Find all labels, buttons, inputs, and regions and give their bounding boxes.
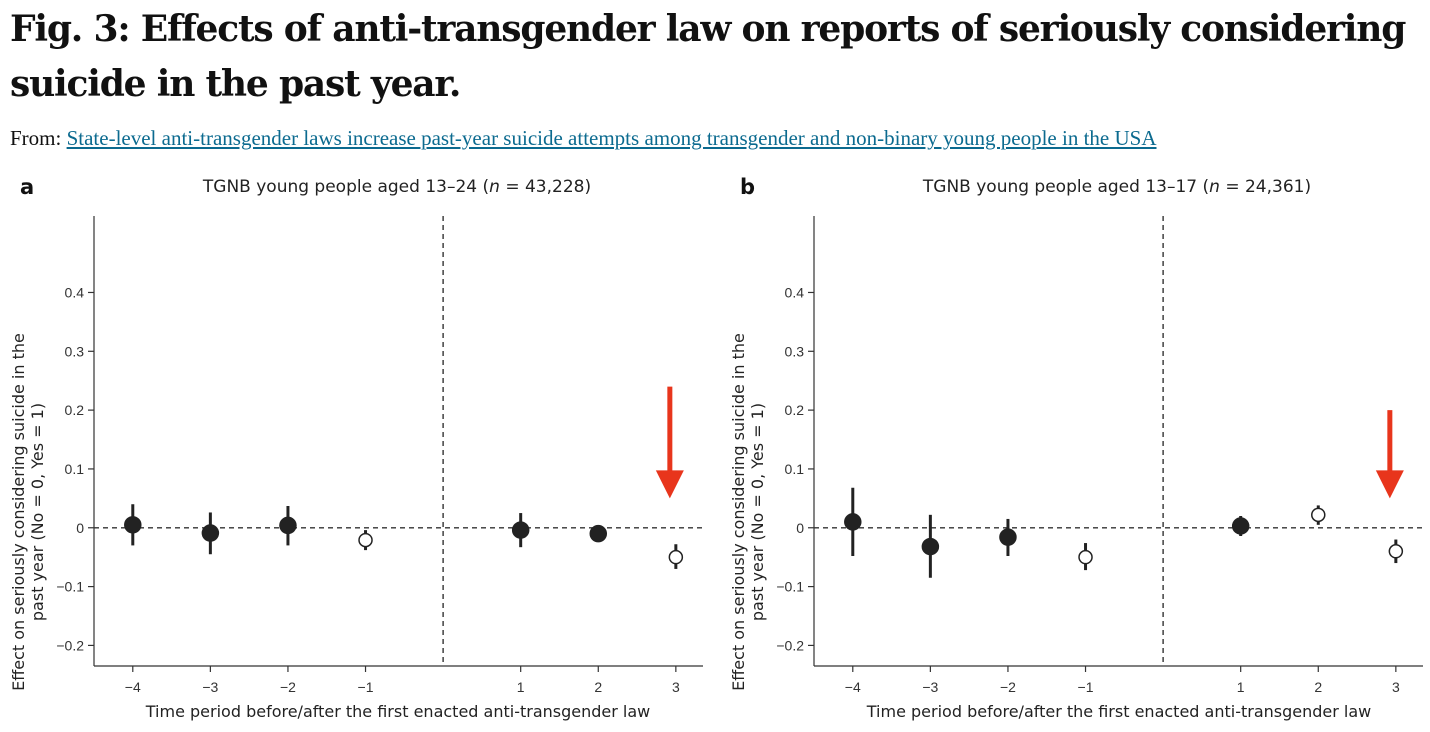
x-tick-label-b: 1 [1237,679,1245,695]
point-marker-filled [844,513,862,531]
x-tick-label-b: 3 [1392,679,1400,695]
y-tick-label-b: 0.2 [785,402,805,418]
arrow-annotation-b [1375,410,1404,499]
y-axis-label-a-line2: past year (No = 0, Yes = 1) [28,403,47,621]
x-tick-label-a: −1 [358,679,374,695]
chart-panel-a: a TGNB young people aged 13–24 (n = 43,2… [0,170,715,732]
y-tick-label-a: −0.2 [56,637,84,653]
point-marker-filled [279,516,297,535]
y-tick-label-b: 0.3 [785,343,805,359]
x-tick-label-a: −2 [280,679,296,695]
x-tick-label-b: −4 [845,679,861,695]
panel-title-a-n: n [489,177,500,197]
x-tick-label-a: −4 [125,679,141,695]
y-tick-label-a: 0.1 [65,461,85,477]
panel-title-b: TGNB young people aged 13–17 (n = 24,361… [922,177,1311,197]
y-tick-label-b: 0 [796,520,804,536]
panel-title-a-suffix: = 43,228) [500,177,591,197]
y-axis-label-b-line1: Effect on seriously considering suicide … [729,333,748,691]
y-tick-label-b: 0.1 [785,461,805,477]
from-label: From: [10,126,62,150]
y-tick-label-b: −0.1 [776,579,804,595]
point-marker-open [1078,549,1093,565]
y-tick-label-a: 0 [76,520,84,536]
x-axis-label-a: Time period before/after the first enact… [145,702,650,721]
y-tick-label-a: −0.1 [56,579,84,595]
panel-letter-b: b [740,175,755,199]
axes-b [813,216,1423,667]
axes-a [93,216,703,667]
x-tick-label-b: 2 [1314,679,1322,695]
point-marker-open [668,549,684,565]
panel-letter-a: a [20,175,34,199]
y-tick-label-a: 0.4 [65,284,85,300]
arrow-head [655,470,684,499]
panel-title-a: TGNB young people aged 13–24 (n = 43,228… [202,177,591,197]
arrow-head [1375,470,1404,499]
point-marker-filled [589,524,608,543]
chart-panel-b: b TGNB young people aged 13–17 (n = 24,3… [715,170,1430,732]
source-line: From: State-level anti-transgender laws … [10,126,1157,151]
point-marker-filled [999,528,1017,546]
x-tick-label-b: −1 [1078,679,1094,695]
point-marker-filled [511,521,530,539]
chart-a-svg: a TGNB young people aged 13–24 (n = 43,2… [9,175,703,721]
y-tick-label-a: 0.3 [65,343,85,359]
panel-title-b-n: n [1209,177,1220,197]
y-tick-label-a: 0.2 [65,402,85,418]
x-tick-label-a: 3 [672,679,680,695]
x-ticks-b: −4 −3 −2 −1 1 2 3 [845,666,1400,695]
y-ticks-a: 0.4 0.3 0.2 0.1 0 −0.1 −0.2 [56,284,94,653]
point-marker-open [1311,507,1326,523]
chart-b-svg: b TGNB young people aged 13–17 (n = 24,3… [729,175,1423,721]
panel-title-b-suffix: = 24,361) [1220,177,1311,197]
y-tick-label-b: 0.4 [785,284,805,300]
x-tick-label-b: −2 [1000,679,1016,695]
y-axis-label-b-line2: past year (No = 0, Yes = 1) [748,403,767,621]
reference-lines-b [814,216,1423,666]
source-article-link[interactable]: State-level anti-transgender laws increa… [66,126,1157,150]
data-points-b [844,487,1404,578]
point-marker-filled [201,524,220,542]
x-tick-label-a: 2 [594,679,602,695]
x-tick-label-b: −3 [922,679,938,695]
x-axis-label-b: Time period before/after the first enact… [866,702,1371,721]
reference-lines-a [94,216,703,666]
x-ticks-a: −4 −3 −2 −1 1 2 3 [125,666,680,695]
arrow-annotation-a [655,386,684,499]
point-marker-filled [124,516,142,534]
data-points-a [124,504,684,569]
x-tick-label-a: 1 [517,679,525,695]
y-axis-label-a-line1: Effect on seriously considering suicide … [9,333,28,691]
panel-title-a-prefix: TGNB young people aged 13–24 ( [202,177,489,197]
point-marker-filled [921,537,940,556]
y-tick-label-b: −0.2 [776,637,804,653]
x-tick-label-a: −3 [202,679,218,695]
y-ticks-b: 0.4 0.3 0.2 0.1 0 −0.1 −0.2 [776,284,814,653]
figure-title: Fig. 3: Effects of anti-transgender law … [10,8,1406,105]
point-marker-open [358,532,373,548]
point-marker-filled [1231,517,1250,535]
panel-title-b-prefix: TGNB young people aged 13–17 ( [922,177,1209,197]
point-marker-open [1388,544,1404,559]
